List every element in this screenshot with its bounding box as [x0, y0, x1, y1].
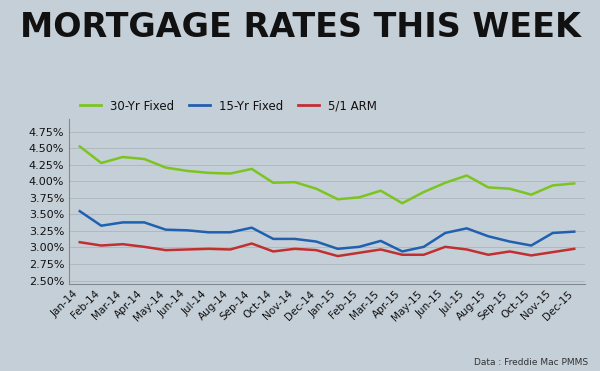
30-Yr Fixed: [227, 171, 234, 176]
Line: 5/1 ARM: 5/1 ARM: [80, 242, 574, 256]
15-Yr Fixed: [485, 234, 492, 239]
30-Yr Fixed: [527, 193, 535, 197]
30-Yr Fixed: [76, 144, 83, 149]
5/1 ARM: [377, 247, 385, 252]
5/1 ARM: [227, 247, 234, 252]
15-Yr Fixed: [313, 239, 320, 244]
15-Yr Fixed: [76, 209, 83, 213]
30-Yr Fixed: [463, 173, 470, 178]
5/1 ARM: [98, 243, 105, 248]
30-Yr Fixed: [98, 161, 105, 165]
15-Yr Fixed: [98, 223, 105, 228]
15-Yr Fixed: [269, 237, 277, 241]
30-Yr Fixed: [398, 201, 406, 206]
15-Yr Fixed: [334, 247, 341, 251]
15-Yr Fixed: [377, 239, 385, 243]
15-Yr Fixed: [205, 230, 212, 234]
15-Yr Fixed: [140, 220, 148, 224]
15-Yr Fixed: [463, 226, 470, 230]
15-Yr Fixed: [527, 243, 535, 248]
5/1 ARM: [269, 249, 277, 254]
30-Yr Fixed: [549, 183, 556, 188]
30-Yr Fixed: [442, 181, 449, 185]
5/1 ARM: [313, 248, 320, 252]
5/1 ARM: [463, 247, 470, 252]
Line: 15-Yr Fixed: 15-Yr Fixed: [80, 211, 574, 252]
30-Yr Fixed: [334, 197, 341, 201]
30-Yr Fixed: [420, 190, 427, 194]
30-Yr Fixed: [184, 169, 191, 173]
30-Yr Fixed: [506, 187, 514, 191]
5/1 ARM: [76, 240, 83, 244]
5/1 ARM: [485, 253, 492, 257]
30-Yr Fixed: [248, 167, 256, 171]
30-Yr Fixed: [356, 195, 363, 200]
15-Yr Fixed: [184, 228, 191, 233]
5/1 ARM: [205, 247, 212, 251]
5/1 ARM: [571, 247, 578, 251]
Text: MORTGAGE RATES THIS WEEK: MORTGAGE RATES THIS WEEK: [20, 11, 580, 44]
30-Yr Fixed: [377, 188, 385, 193]
15-Yr Fixed: [398, 249, 406, 254]
Text: Data : Freddie Mac PMMS: Data : Freddie Mac PMMS: [474, 358, 588, 367]
30-Yr Fixed: [119, 155, 127, 159]
5/1 ARM: [506, 249, 514, 254]
30-Yr Fixed: [205, 171, 212, 175]
30-Yr Fixed: [313, 187, 320, 191]
5/1 ARM: [184, 247, 191, 252]
Legend: 30-Yr Fixed, 15-Yr Fixed, 5/1 ARM: 30-Yr Fixed, 15-Yr Fixed, 5/1 ARM: [75, 95, 382, 117]
15-Yr Fixed: [162, 227, 169, 232]
15-Yr Fixed: [549, 231, 556, 235]
15-Yr Fixed: [291, 237, 298, 241]
15-Yr Fixed: [356, 244, 363, 249]
30-Yr Fixed: [485, 185, 492, 190]
5/1 ARM: [162, 248, 169, 252]
30-Yr Fixed: [140, 157, 148, 161]
5/1 ARM: [140, 244, 148, 249]
Line: 30-Yr Fixed: 30-Yr Fixed: [80, 147, 574, 203]
5/1 ARM: [527, 253, 535, 257]
15-Yr Fixed: [119, 220, 127, 224]
5/1 ARM: [420, 253, 427, 257]
5/1 ARM: [398, 253, 406, 257]
15-Yr Fixed: [506, 239, 514, 244]
30-Yr Fixed: [571, 181, 578, 186]
15-Yr Fixed: [442, 231, 449, 235]
15-Yr Fixed: [571, 229, 578, 234]
5/1 ARM: [291, 247, 298, 251]
5/1 ARM: [334, 254, 341, 258]
5/1 ARM: [442, 244, 449, 249]
15-Yr Fixed: [420, 244, 427, 249]
5/1 ARM: [248, 241, 256, 246]
30-Yr Fixed: [269, 181, 277, 185]
30-Yr Fixed: [291, 180, 298, 184]
15-Yr Fixed: [248, 226, 256, 230]
5/1 ARM: [119, 242, 127, 246]
15-Yr Fixed: [227, 230, 234, 234]
30-Yr Fixed: [162, 165, 169, 170]
5/1 ARM: [549, 250, 556, 255]
5/1 ARM: [356, 250, 363, 255]
